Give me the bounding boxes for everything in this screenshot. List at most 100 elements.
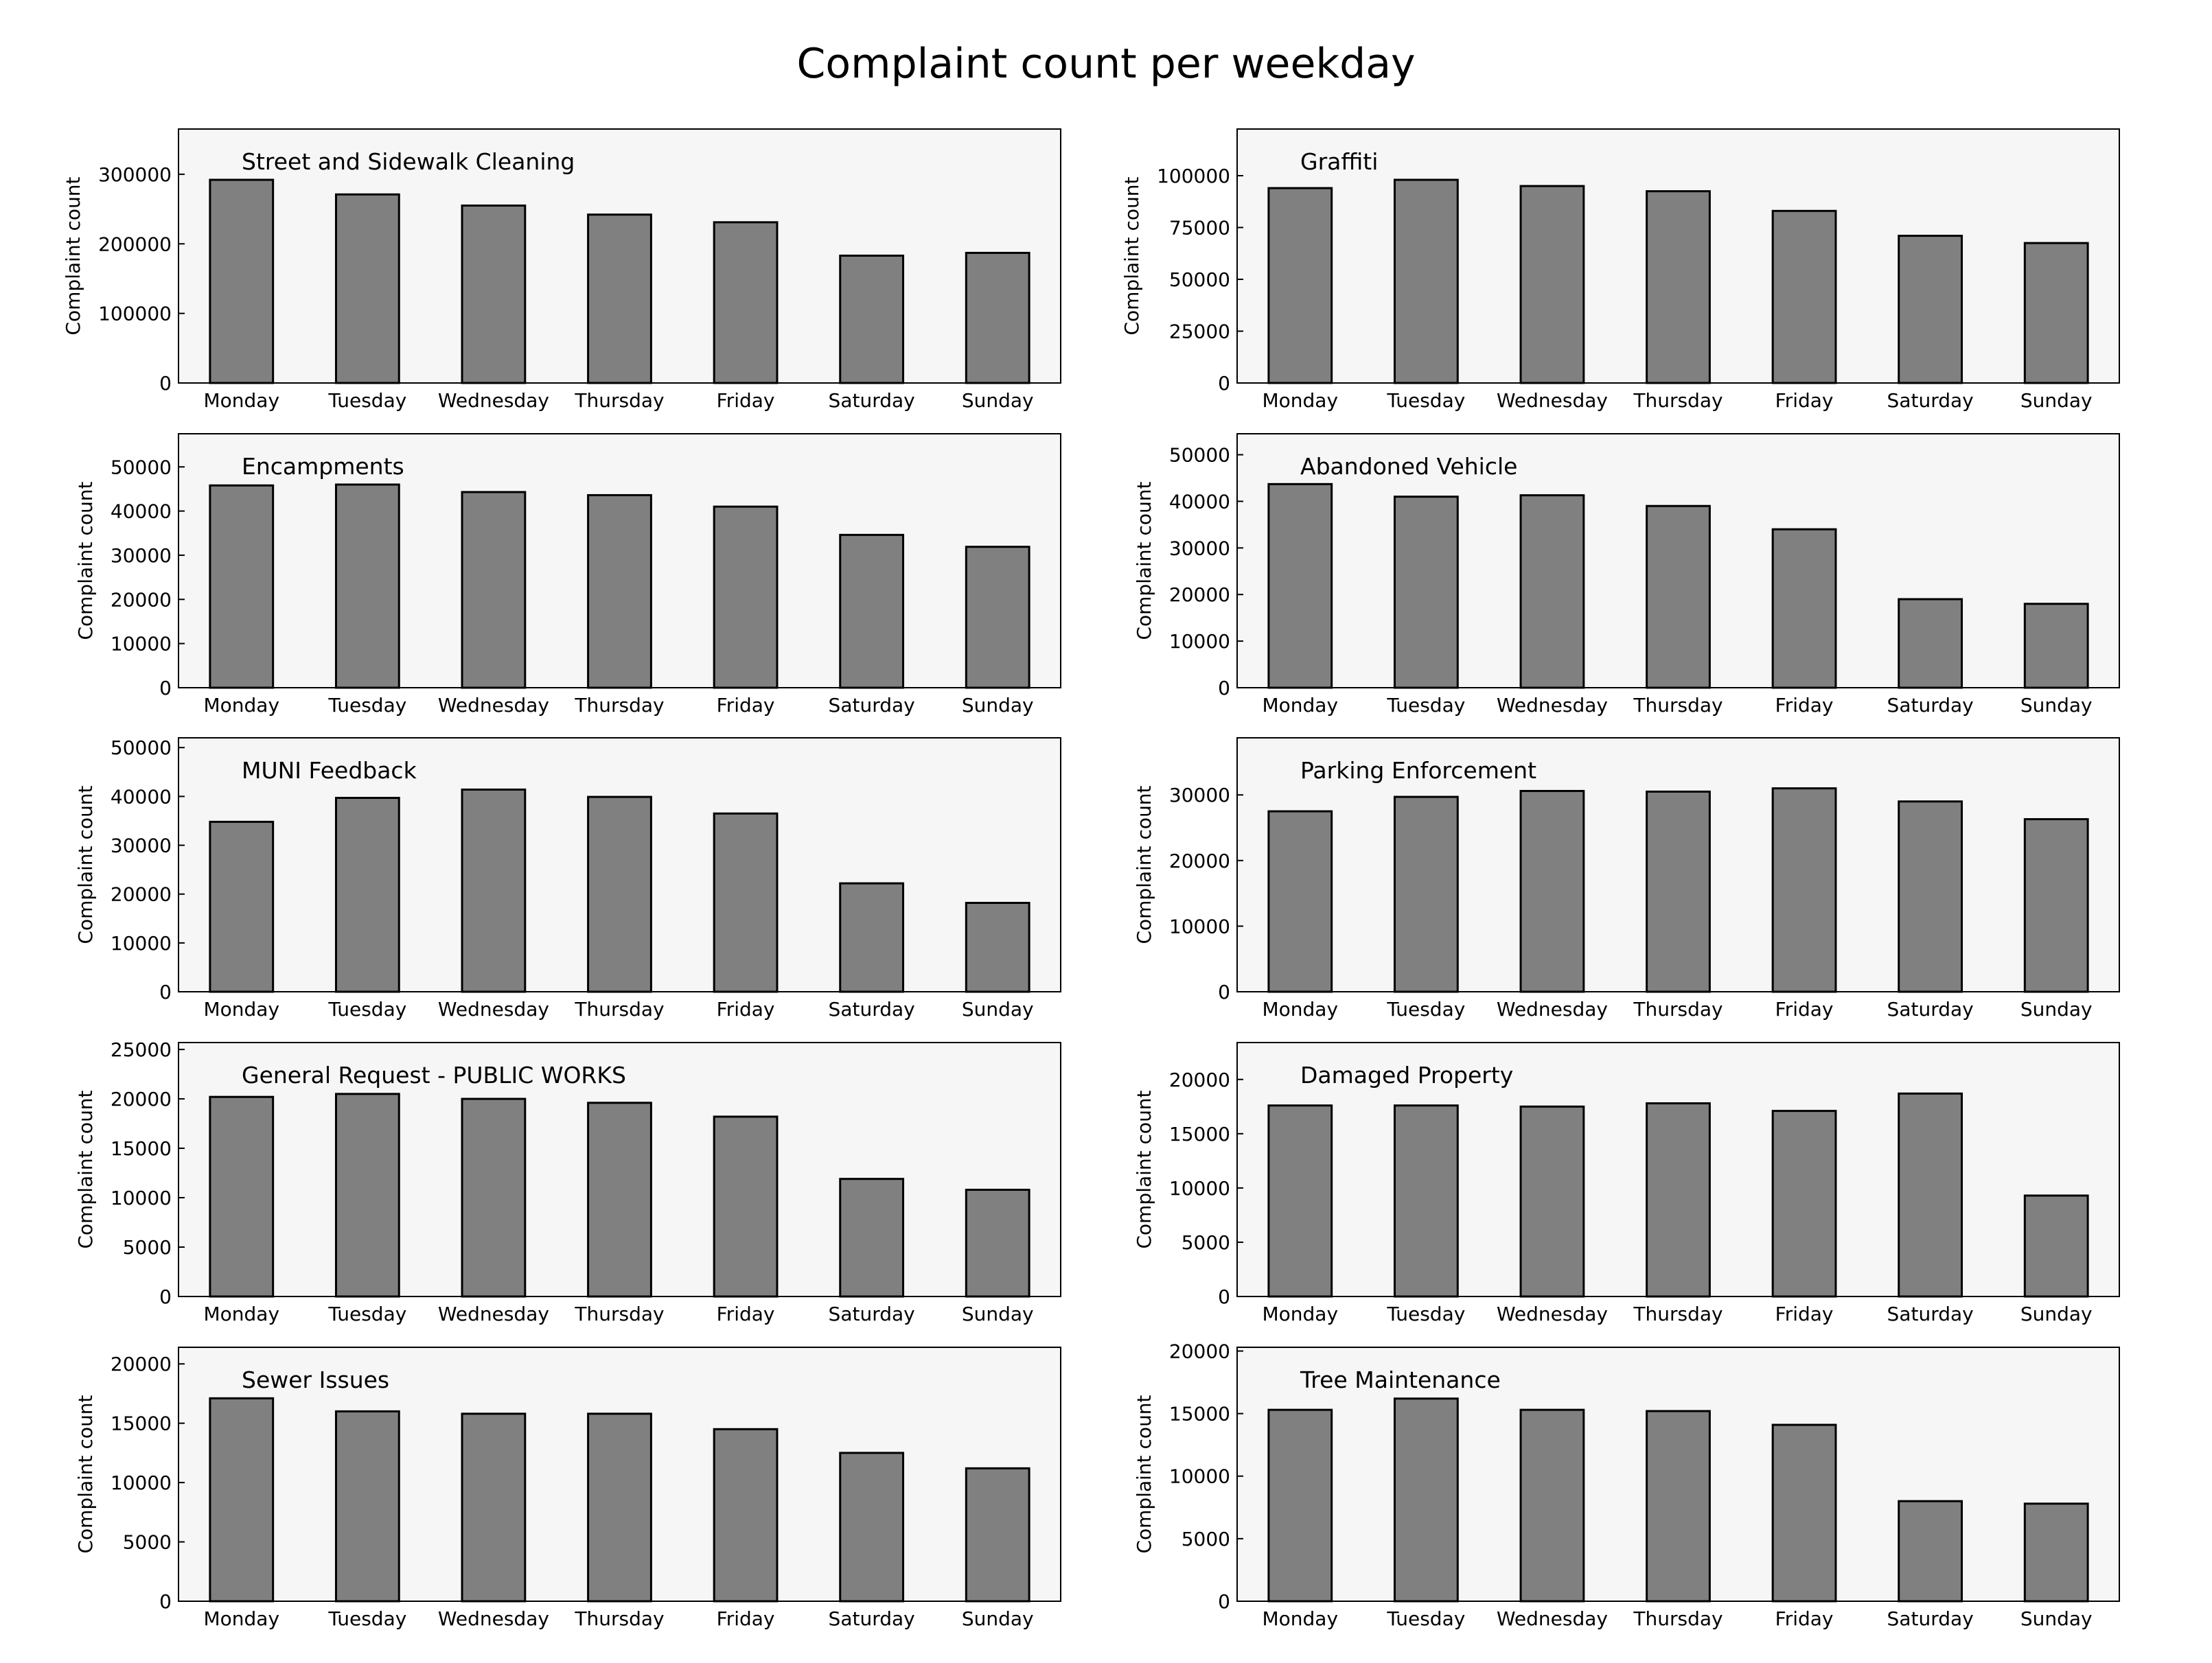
bar-saturday <box>839 1452 905 1603</box>
bar-monday <box>1267 810 1333 993</box>
panel-title: Parking Enforcement <box>1300 757 1536 784</box>
y-tick-label: 0 <box>159 677 172 699</box>
y-tick-label: 0 <box>159 1590 172 1613</box>
bar-wednesday <box>1519 185 1585 384</box>
y-tick-label: 40000 <box>111 500 172 523</box>
bar-friday <box>713 221 779 384</box>
x-tick-label: Monday <box>204 694 280 717</box>
x-tick-label: Thursday <box>1633 389 1723 412</box>
bar-sunday <box>965 902 1030 993</box>
bar-friday <box>713 505 779 689</box>
bar-sunday <box>965 251 1030 384</box>
x-tick-label: Tuesday <box>1386 694 1465 717</box>
x-tick-label: Thursday <box>1633 1607 1723 1630</box>
bar-wednesday <box>461 788 527 993</box>
y-axis-label: Complaint count <box>1133 785 1155 944</box>
x-tick-label: Thursday <box>1633 694 1723 717</box>
x-tick-label: Wednesday <box>438 998 549 1021</box>
bar-saturday <box>839 533 905 689</box>
y-tick-label: 25000 <box>1169 320 1230 342</box>
bar-friday <box>1771 209 1837 384</box>
bar-friday <box>1771 528 1837 689</box>
bar-wednesday <box>461 1412 527 1603</box>
bar-friday <box>713 812 779 993</box>
y-tick-label: 30000 <box>1169 537 1230 559</box>
y-tick-label: 30000 <box>111 544 172 567</box>
bar-tuesday <box>334 193 400 384</box>
panel-title: Abandoned Vehicle <box>1300 453 1517 480</box>
x-tick-label: Friday <box>717 1303 775 1325</box>
bar-monday <box>209 178 275 384</box>
bar-saturday <box>1898 1500 1963 1603</box>
panel-title: Damaged Property <box>1300 1062 1513 1089</box>
bar-monday <box>1267 1408 1333 1603</box>
y-tick-label: 40000 <box>1169 490 1230 513</box>
y-tick-label: 15000 <box>1169 1123 1230 1146</box>
y-axis-label: Complaint count <box>62 176 84 335</box>
bar-tuesday <box>1393 496 1459 689</box>
bar-friday <box>713 1115 779 1298</box>
bar-tuesday <box>334 483 400 689</box>
bar-tuesday <box>334 1093 400 1298</box>
chart-panel-1: Monday Tuesday Wednesday Thursday Friday Satu… <box>62 128 1061 412</box>
y-tick-label: 20000 <box>111 883 172 906</box>
bar-sunday <box>965 546 1030 689</box>
chart-svg: Monday Tuesday Wednesday Thursday Friday Satu… <box>74 1347 1061 1630</box>
bar-wednesday <box>1519 1408 1585 1603</box>
x-tick-label: Thursday <box>574 1607 664 1630</box>
x-tick-label: Tuesday <box>327 1303 406 1325</box>
bar-thursday <box>587 213 652 384</box>
chart-panel-6: Monday Tuesday Wednesday Thursday Friday Satu… <box>1133 737 2120 1021</box>
y-tick-label: 30000 <box>111 835 172 857</box>
y-axis-label: Complaint count <box>74 1395 97 1553</box>
bar-saturday <box>1898 598 1963 689</box>
y-tick-label: 100000 <box>1157 165 1230 187</box>
x-tick-label: Wednesday <box>1497 1607 1608 1630</box>
bar-thursday <box>1646 1102 1711 1298</box>
bar-thursday <box>587 795 652 993</box>
bar-friday <box>1771 1110 1837 1298</box>
bar-saturday <box>839 882 905 993</box>
x-tick-label: Monday <box>204 389 280 412</box>
bar-wednesday <box>461 205 527 384</box>
bar-friday <box>1771 787 1837 993</box>
chart-svg: Monday Tuesday Wednesday Thursday Friday Satu… <box>62 128 1061 412</box>
y-tick-label: 0 <box>1218 1286 1230 1308</box>
y-tick-label: 0 <box>1218 981 1230 1003</box>
bar-friday <box>1771 1423 1837 1603</box>
x-tick-label: Friday <box>717 998 775 1021</box>
panel-title: Graffiti <box>1300 148 1378 175</box>
y-tick-label: 10000 <box>111 1187 172 1209</box>
panel-title: MUNI Feedback <box>242 757 417 784</box>
y-tick-label: 20000 <box>1169 583 1230 606</box>
bar-monday <box>209 1397 275 1603</box>
bar-monday <box>209 484 275 689</box>
y-tick-label: 20000 <box>111 588 172 611</box>
x-tick-label: Saturday <box>829 389 915 412</box>
x-tick-label: Thursday <box>574 694 664 717</box>
bar-thursday <box>587 1412 652 1603</box>
panel-title: General Request - PUBLIC WORKS <box>242 1062 626 1089</box>
y-tick-label: 20000 <box>111 1088 172 1110</box>
bar-saturday <box>839 1178 905 1298</box>
chart-svg: Monday Tuesday Wednesday Thursday Friday Satu… <box>74 433 1061 717</box>
y-tick-label: 0 <box>1218 1590 1230 1613</box>
chart-svg: Monday Tuesday Wednesday Thursday Friday Satu… <box>1120 128 2120 412</box>
bar-thursday <box>1646 790 1711 993</box>
bar-wednesday <box>1519 789 1585 993</box>
bar-sunday <box>965 1467 1030 1603</box>
bar-wednesday <box>1519 1105 1585 1298</box>
figure-title: Complaint count per weekday <box>796 40 1416 88</box>
chart-panel-5: Monday Tuesday Wednesday Thursday Friday Satu… <box>74 736 1061 1021</box>
panel-title: Street and Sidewalk Cleaning <box>242 148 575 175</box>
x-tick-label: Friday <box>717 389 775 412</box>
x-tick-label: Wednesday <box>1497 694 1608 717</box>
x-tick-label: Saturday <box>1887 1607 1974 1630</box>
bar-thursday <box>587 1102 652 1298</box>
chart-svg: Monday Tuesday Wednesday Thursday Friday Satu… <box>1133 1042 2120 1325</box>
y-tick-label: 0 <box>159 981 172 1003</box>
x-tick-label: Monday <box>1263 1303 1339 1325</box>
y-tick-label: 10000 <box>111 932 172 955</box>
x-tick-label: Sunday <box>962 694 1034 717</box>
y-tick-label: 5000 <box>123 1531 172 1554</box>
